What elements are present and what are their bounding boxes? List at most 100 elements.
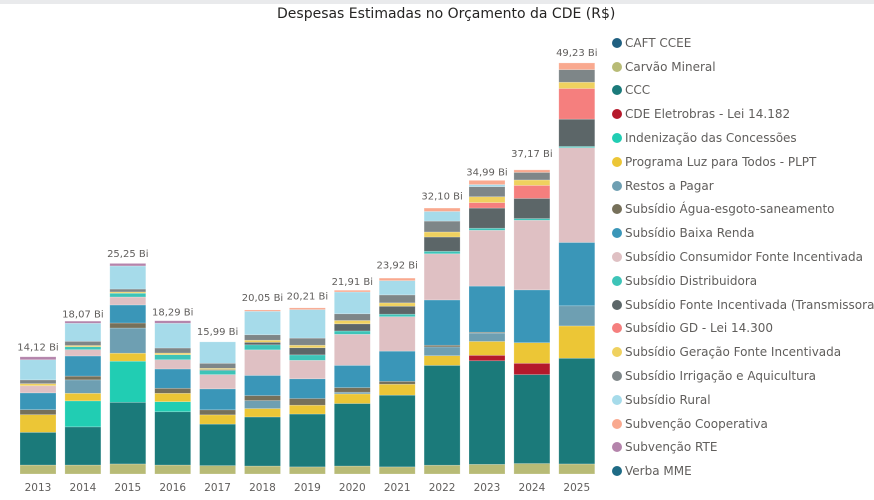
bar-segment[interactable]	[19, 464, 57, 475]
bar-segment[interactable]	[154, 392, 191, 402]
bar-segment[interactable]	[64, 340, 102, 346]
legend-item[interactable]: Programa Luz para Todos - PLPT	[612, 150, 874, 174]
bar-segment[interactable]	[199, 465, 236, 475]
bar-segment[interactable]	[19, 359, 57, 381]
bar-segment[interactable]	[333, 313, 371, 321]
bar-segment[interactable]	[19, 383, 57, 387]
legend-item[interactable]: Subsídio GD - Lei 14.300	[612, 317, 874, 341]
bar-segment[interactable]	[423, 346, 461, 357]
bar-segment[interactable]	[468, 207, 506, 229]
bar-segment[interactable]	[558, 463, 596, 475]
legend-item[interactable]: Restos a Pagar	[612, 174, 874, 198]
bar-segment[interactable]	[19, 392, 57, 410]
bar-segment[interactable]	[154, 401, 191, 413]
bar-segment[interactable]	[468, 186, 506, 198]
bar-segment[interactable]	[154, 368, 191, 389]
bar-segment[interactable]	[19, 379, 57, 384]
bar-segment[interactable]	[64, 349, 102, 357]
bar-segment[interactable]	[378, 316, 416, 352]
bar-segment[interactable]	[468, 229, 506, 287]
bar-segment[interactable]	[109, 463, 147, 475]
bar-segment[interactable]	[378, 305, 416, 315]
bar-segment[interactable]	[468, 184, 506, 187]
legend-item[interactable]: Subsídio Baixa Renda	[612, 221, 874, 245]
bar-segment[interactable]	[378, 313, 416, 318]
bar-segment[interactable]	[109, 296, 147, 306]
bar-segment[interactable]	[333, 365, 371, 388]
legend-item[interactable]: Verba MME	[612, 459, 874, 483]
bar-segment[interactable]	[154, 322, 191, 349]
bar-segment[interactable]	[154, 347, 191, 354]
bar-segment[interactable]	[109, 288, 147, 293]
bar-segment[interactable]	[558, 357, 596, 465]
bar-segment[interactable]	[378, 394, 416, 468]
bar-segment[interactable]	[378, 350, 416, 382]
bar-segment[interactable]	[109, 352, 147, 362]
bar-segment[interactable]	[154, 354, 191, 361]
bar-segment[interactable]	[468, 464, 506, 475]
bar-segment[interactable]	[244, 349, 281, 376]
bar-segment[interactable]	[289, 413, 326, 468]
bar-segment[interactable]	[333, 323, 371, 332]
bar-segment[interactable]	[64, 346, 102, 350]
bar-segment[interactable]	[289, 466, 326, 475]
legend-item[interactable]: CCC	[612, 79, 874, 103]
legend-item[interactable]: Subvenção Cooperativa	[612, 412, 874, 436]
bar-segment[interactable]	[199, 341, 236, 364]
legend-item[interactable]: Subsídio Geração Fonte Incentivada	[612, 340, 874, 364]
bar-segment[interactable]	[513, 172, 551, 181]
bar-segment[interactable]	[244, 309, 281, 312]
bar-segment[interactable]	[244, 408, 281, 418]
bar-segment[interactable]	[558, 88, 596, 120]
bar-segment[interactable]	[513, 198, 551, 219]
bar-segment[interactable]	[378, 380, 416, 385]
bar-segment[interactable]	[199, 388, 236, 411]
bar-segment[interactable]	[244, 341, 281, 346]
bar-segment[interactable]	[333, 291, 371, 315]
legend-item[interactable]: Subsídio Rural	[612, 388, 874, 412]
bar-segment[interactable]	[468, 285, 506, 333]
bar-segment[interactable]	[333, 334, 371, 366]
bar-segment[interactable]	[109, 327, 147, 354]
bar-segment[interactable]	[513, 179, 551, 186]
bar-segment[interactable]	[64, 375, 102, 381]
bar-segment[interactable]	[154, 387, 191, 394]
bar-segment[interactable]	[513, 219, 551, 291]
bar-segment[interactable]	[558, 69, 596, 83]
bar-segment[interactable]	[154, 320, 191, 324]
legend-item[interactable]: CDE Eletrobras - Lei 14.182	[612, 102, 874, 126]
bar-segment[interactable]	[244, 400, 281, 409]
bar-segment[interactable]	[244, 375, 281, 396]
bar-segment[interactable]	[513, 342, 551, 364]
bar-segment[interactable]	[244, 310, 281, 336]
bar-segment[interactable]	[244, 416, 281, 467]
legend-item[interactable]: Subsídio Irrigação e Aquicultura	[612, 364, 874, 388]
bar-segment[interactable]	[558, 81, 596, 89]
bar-segment[interactable]	[468, 180, 506, 185]
bar-segment[interactable]	[513, 169, 551, 173]
legend-item[interactable]: Subsídio Consumidor Fonte Incentivada	[612, 245, 874, 269]
bar-segment[interactable]	[423, 211, 461, 222]
bar-segment[interactable]	[19, 432, 57, 466]
bar-segment[interactable]	[154, 359, 191, 370]
bar-segment[interactable]	[333, 387, 371, 393]
legend-item[interactable]: Subsídio Água-esgoto-saneamento	[612, 198, 874, 222]
bar-segment[interactable]	[109, 265, 147, 290]
bar-segment[interactable]	[64, 426, 102, 466]
bar-segment[interactable]	[423, 464, 461, 475]
bar-segment[interactable]	[19, 385, 57, 394]
bar-segment[interactable]	[513, 374, 551, 464]
bar-segment[interactable]	[289, 307, 326, 310]
bar-segment[interactable]	[244, 339, 281, 343]
bar-segment[interactable]	[378, 294, 416, 304]
bar-segment[interactable]	[423, 231, 461, 238]
bar-segment[interactable]	[244, 334, 281, 341]
legend-item[interactable]: Carvão Mineral	[612, 55, 874, 79]
bar-segment[interactable]	[468, 202, 506, 209]
bar-segment[interactable]	[289, 337, 326, 346]
bar-segment[interactable]	[199, 362, 236, 369]
bar-segment[interactable]	[19, 409, 57, 415]
bar-segment[interactable]	[199, 370, 236, 375]
bar-segment[interactable]	[378, 466, 416, 475]
bar-segment[interactable]	[378, 383, 416, 396]
